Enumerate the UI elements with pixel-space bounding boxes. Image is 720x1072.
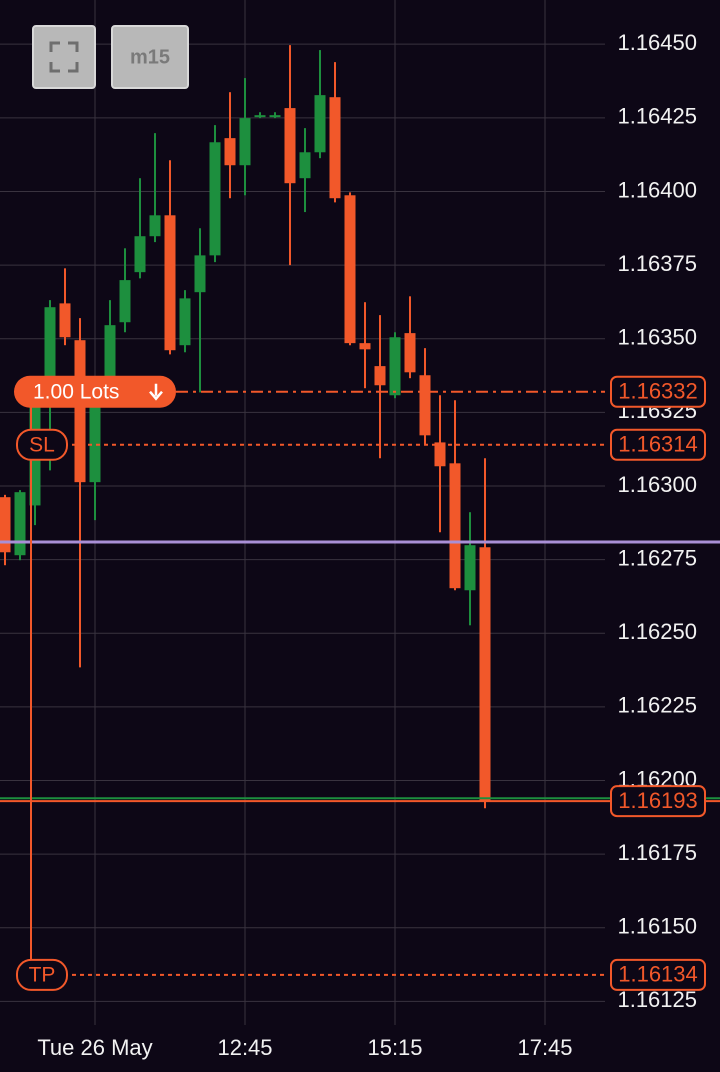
candle-body [464,545,476,591]
y-tick-label: 1.16175 [617,840,697,865]
x-tick-label: 17:45 [517,1035,572,1060]
y-tick-label: 1.16150 [617,914,697,939]
order-price-label: 1.16332 [618,379,698,404]
current-price-label-box [610,785,706,818]
order-price-label-box [610,958,706,991]
y-tick-label: 1.16400 [617,177,697,202]
candle-body [329,97,341,199]
candle-body [239,118,251,166]
fullscreen-icon [49,41,79,73]
y-tick-label: 1.16425 [617,104,697,129]
y-tick-label: 1.16375 [617,251,697,276]
y-tick-label: 1.16275 [617,545,697,570]
candle-body [344,195,356,344]
candle-body [299,152,311,179]
candle-body [149,215,161,237]
candle-body [74,340,86,483]
candle-body [59,303,71,338]
y-tick-label: 1.16450 [617,30,697,55]
candle-body [224,138,236,166]
candle-body [434,442,446,467]
current-price-label: 1.16193 [618,788,698,813]
candle-body [14,492,26,556]
candle-body [179,298,191,346]
candle-body [404,333,416,373]
lots-pill [14,375,176,408]
y-tick-label: 1.16125 [617,987,697,1012]
order-price-label-box [610,375,706,408]
order-price-label: 1.16314 [618,432,698,457]
order-tag-box [16,958,68,991]
candle-body [119,280,131,323]
candle-body [194,255,206,293]
candle-body [104,325,116,379]
timeframe-button-bg[interactable] [111,25,189,89]
y-tick-label: 1.16300 [617,472,697,497]
candle-body [284,108,296,184]
x-tick-label: 15:15 [367,1035,422,1060]
candle-body [374,366,386,386]
order-price-label: 1.16134 [618,962,698,987]
grid-layer [0,0,605,1025]
candle-body [209,142,221,256]
order-tag: TP [29,963,56,986]
candle-body [314,95,326,153]
candle-body [0,497,11,553]
candle-body [164,215,176,351]
fullscreen-button[interactable] [32,25,96,89]
order-price-label-box [610,428,706,461]
candle-body [254,115,266,118]
candle-body [449,463,461,589]
candle-body [89,402,101,483]
candle-body [269,115,281,118]
timeframe-button[interactable]: m15 [111,25,189,89]
candle-body [479,547,491,802]
candle-body [419,375,431,436]
lots-arrow [149,383,163,401]
x-tick-label: 12:45 [217,1035,272,1060]
candle-body [389,337,401,396]
fullscreen-button-bg[interactable] [32,25,96,89]
candle-body [134,236,146,273]
order-tag: SL [29,433,55,456]
x-tick-label: Tue 26 May [37,1035,152,1060]
lots-label: 1.00 Lots [33,380,119,403]
candle-body [44,307,56,401]
y-tick-label: 1.16350 [617,325,697,350]
candle-body [359,343,371,350]
order-tag-box [16,428,68,461]
timeframe-label[interactable]: m15 [130,46,170,68]
y-tick-label: 1.16225 [617,693,697,718]
y-tick-label: 1.16250 [617,619,697,644]
